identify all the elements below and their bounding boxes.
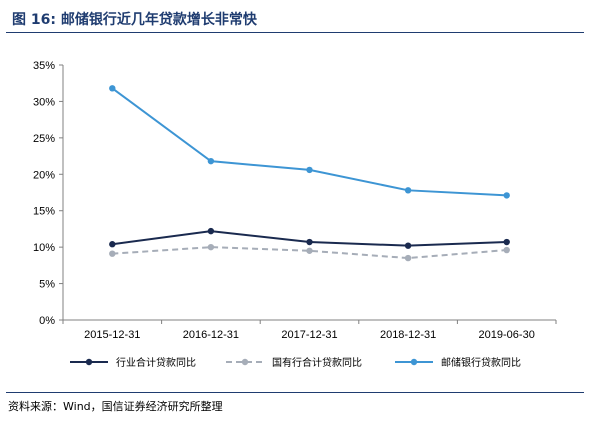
chart-axes: 0% 5% 10% 15% 20% 25% 30% 35% 2015-12-31 2016-12-…	[33, 60, 557, 341]
legend-marker	[85, 358, 93, 366]
data-point	[306, 238, 313, 246]
legend-label: 邮储银行贷款同比	[441, 356, 521, 369]
data-point	[306, 247, 313, 254]
y-tick-label: 10%	[33, 242, 55, 254]
data-point	[503, 238, 510, 246]
data-point	[503, 192, 510, 199]
chart-series	[109, 85, 510, 262]
title-bar: 图 16: 邮储银行近几年贷款增长非常快	[6, 4, 584, 33]
data-point	[503, 246, 510, 254]
data-point	[207, 243, 215, 251]
series-1	[109, 227, 510, 249]
source-divider	[6, 392, 584, 393]
x-tick-label: 2018-12-31	[380, 329, 436, 341]
data-point	[109, 85, 116, 92]
series-line	[111, 87, 507, 197]
x-tick-label: 2019-06-30	[479, 329, 535, 341]
series-2	[109, 243, 510, 262]
legend-label: 国有行合计贷款同比	[272, 356, 362, 369]
y-tick-label: 30%	[33, 96, 55, 108]
x-tick-label: 2016-12-31	[183, 329, 239, 341]
y-tick-label: 15%	[33, 206, 55, 218]
legend-item-1: 行业合计贷款同比	[70, 356, 196, 369]
source-note: 资料来源：Wind，国信证券经济研究所整理	[8, 400, 223, 413]
data-point	[404, 254, 412, 262]
chart-legend: 行业合计贷款同比 国有行合计贷款同比 邮储银行贷款同比	[70, 356, 521, 369]
figure-title: 图 16: 邮储银行近几年贷款增长非常快	[12, 12, 257, 28]
y-tick-label: 5%	[39, 279, 55, 291]
legend-item-2: 国有行合计贷款同比	[226, 356, 362, 369]
x-tick-label: 2017-12-31	[281, 329, 337, 341]
series-3	[109, 85, 510, 199]
x-tick-label: 2015-12-31	[84, 329, 140, 341]
data-point	[109, 250, 116, 257]
series-line	[112, 246, 507, 260]
legend-item-3: 邮储银行贷款同比	[395, 356, 521, 369]
data-point	[306, 166, 313, 174]
legend-marker	[241, 358, 249, 366]
data-point	[207, 227, 215, 235]
legend-label: 行业合计贷款同比	[116, 356, 196, 369]
y-tick-label: 0%	[39, 315, 55, 327]
data-point	[404, 242, 412, 249]
y-tick-label: 20%	[33, 169, 55, 181]
y-tick-label: 35%	[33, 60, 55, 72]
data-point	[207, 157, 215, 165]
data-point	[404, 187, 412, 194]
legend-marker	[410, 358, 418, 366]
data-point	[109, 241, 116, 248]
y-tick-label: 25%	[33, 133, 55, 145]
